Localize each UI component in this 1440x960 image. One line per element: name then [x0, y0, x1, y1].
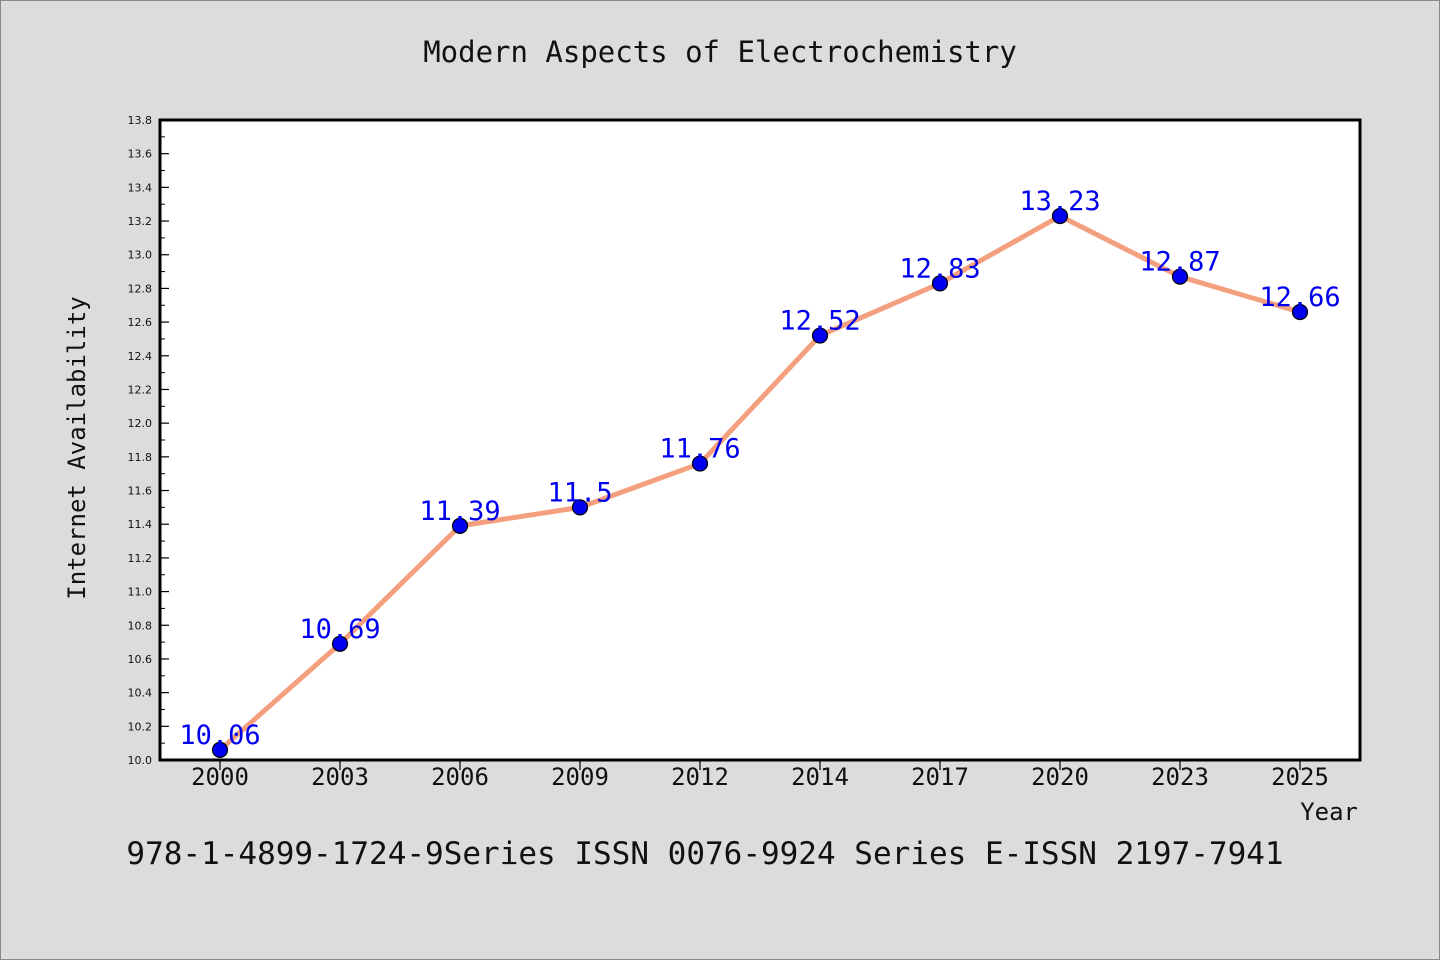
y-tick-label: 10.4	[128, 687, 153, 700]
y-tick-label: 10.8	[128, 619, 153, 632]
x-tick-label: 2023	[1151, 763, 1209, 791]
data-label: 12.87	[1139, 247, 1220, 278]
data-label: 10.69	[299, 614, 380, 645]
y-tick-label: 11.4	[128, 518, 153, 531]
data-point	[811, 327, 829, 344]
y-tick-label: 11.8	[128, 451, 153, 464]
data-label: 11.39	[419, 496, 500, 527]
data-point	[211, 741, 229, 758]
y-tick-label: 12.2	[128, 383, 153, 396]
x-tick-label: 2009	[551, 763, 609, 791]
y-tick-label: 13.4	[128, 181, 153, 194]
data-point	[331, 635, 349, 652]
y-tick-label: 13.8	[128, 114, 153, 127]
y-tick-label: 11.2	[128, 552, 153, 565]
data-label: 13.23	[1019, 186, 1100, 217]
x-tick-label: 2025	[1271, 763, 1329, 791]
data-label: 12.66	[1259, 282, 1340, 313]
x-axis: 2000 2003 2006 2009 2012 2014 2017 2020 2023 2025	[191, 760, 1329, 791]
y-tick-label: 10.6	[128, 653, 153, 666]
x-tick-label: 2017	[911, 763, 969, 791]
y-tick-label: 10.0	[128, 754, 153, 767]
y-tick-label: 10.2	[128, 720, 153, 733]
x-tick-label: 2006	[431, 763, 489, 791]
data-label: 11.5	[547, 477, 612, 508]
x-axis-label: Year	[1300, 798, 1358, 826]
y-tick-label: 13.2	[128, 215, 153, 228]
data-point	[571, 499, 589, 516]
data-point	[1171, 268, 1189, 285]
footer-isbn-issn: 978-1-4899-1724-9Series ISSN 0076-9924 S…	[126, 836, 1283, 872]
data-point	[1291, 303, 1309, 321]
data-point	[691, 455, 709, 472]
data-labels-layer: 10.06 10.69 11.39 11.5 11.76 12.52 12.83 13.23 1…	[179, 186, 1340, 751]
y-tick-label: 13.0	[128, 249, 153, 262]
data-label: 12.83	[899, 253, 980, 284]
y-tick-label: 11.6	[128, 485, 153, 498]
x-tick-label: 2000	[191, 763, 249, 791]
y-tick-label: 12.4	[128, 350, 153, 363]
y-tick-label: 12.0	[128, 417, 153, 430]
x-tick-label: 2003	[311, 763, 369, 791]
series-line	[217, 213, 1303, 753]
data-label: 11.76	[659, 434, 740, 465]
data-point	[1051, 207, 1069, 225]
y-tick-label: 12.6	[128, 316, 153, 329]
y-tick-label: 11.0	[128, 586, 153, 599]
series-layer	[211, 207, 1309, 758]
data-point	[931, 275, 949, 292]
data-label: 12.52	[779, 306, 860, 337]
x-tick-label: 2020	[1031, 763, 1089, 791]
y-tick-label: 12.8	[128, 282, 153, 295]
data-label: 10.06	[179, 720, 260, 751]
chart-title: Modern Aspects of Electrochemistry	[423, 35, 1017, 69]
data-point	[451, 517, 469, 534]
x-tick-label: 2014	[791, 763, 849, 791]
y-tick-label: 13.6	[128, 148, 153, 161]
x-tick-label: 2012	[671, 763, 729, 791]
plot-area	[158, 118, 1362, 762]
y-axis-label: Internet Availability	[63, 296, 91, 599]
y-axis: 10.0 10.2 10.4 10.6 10.8 11.0 11.2 11.4 11.6 11.8…	[128, 114, 169, 767]
